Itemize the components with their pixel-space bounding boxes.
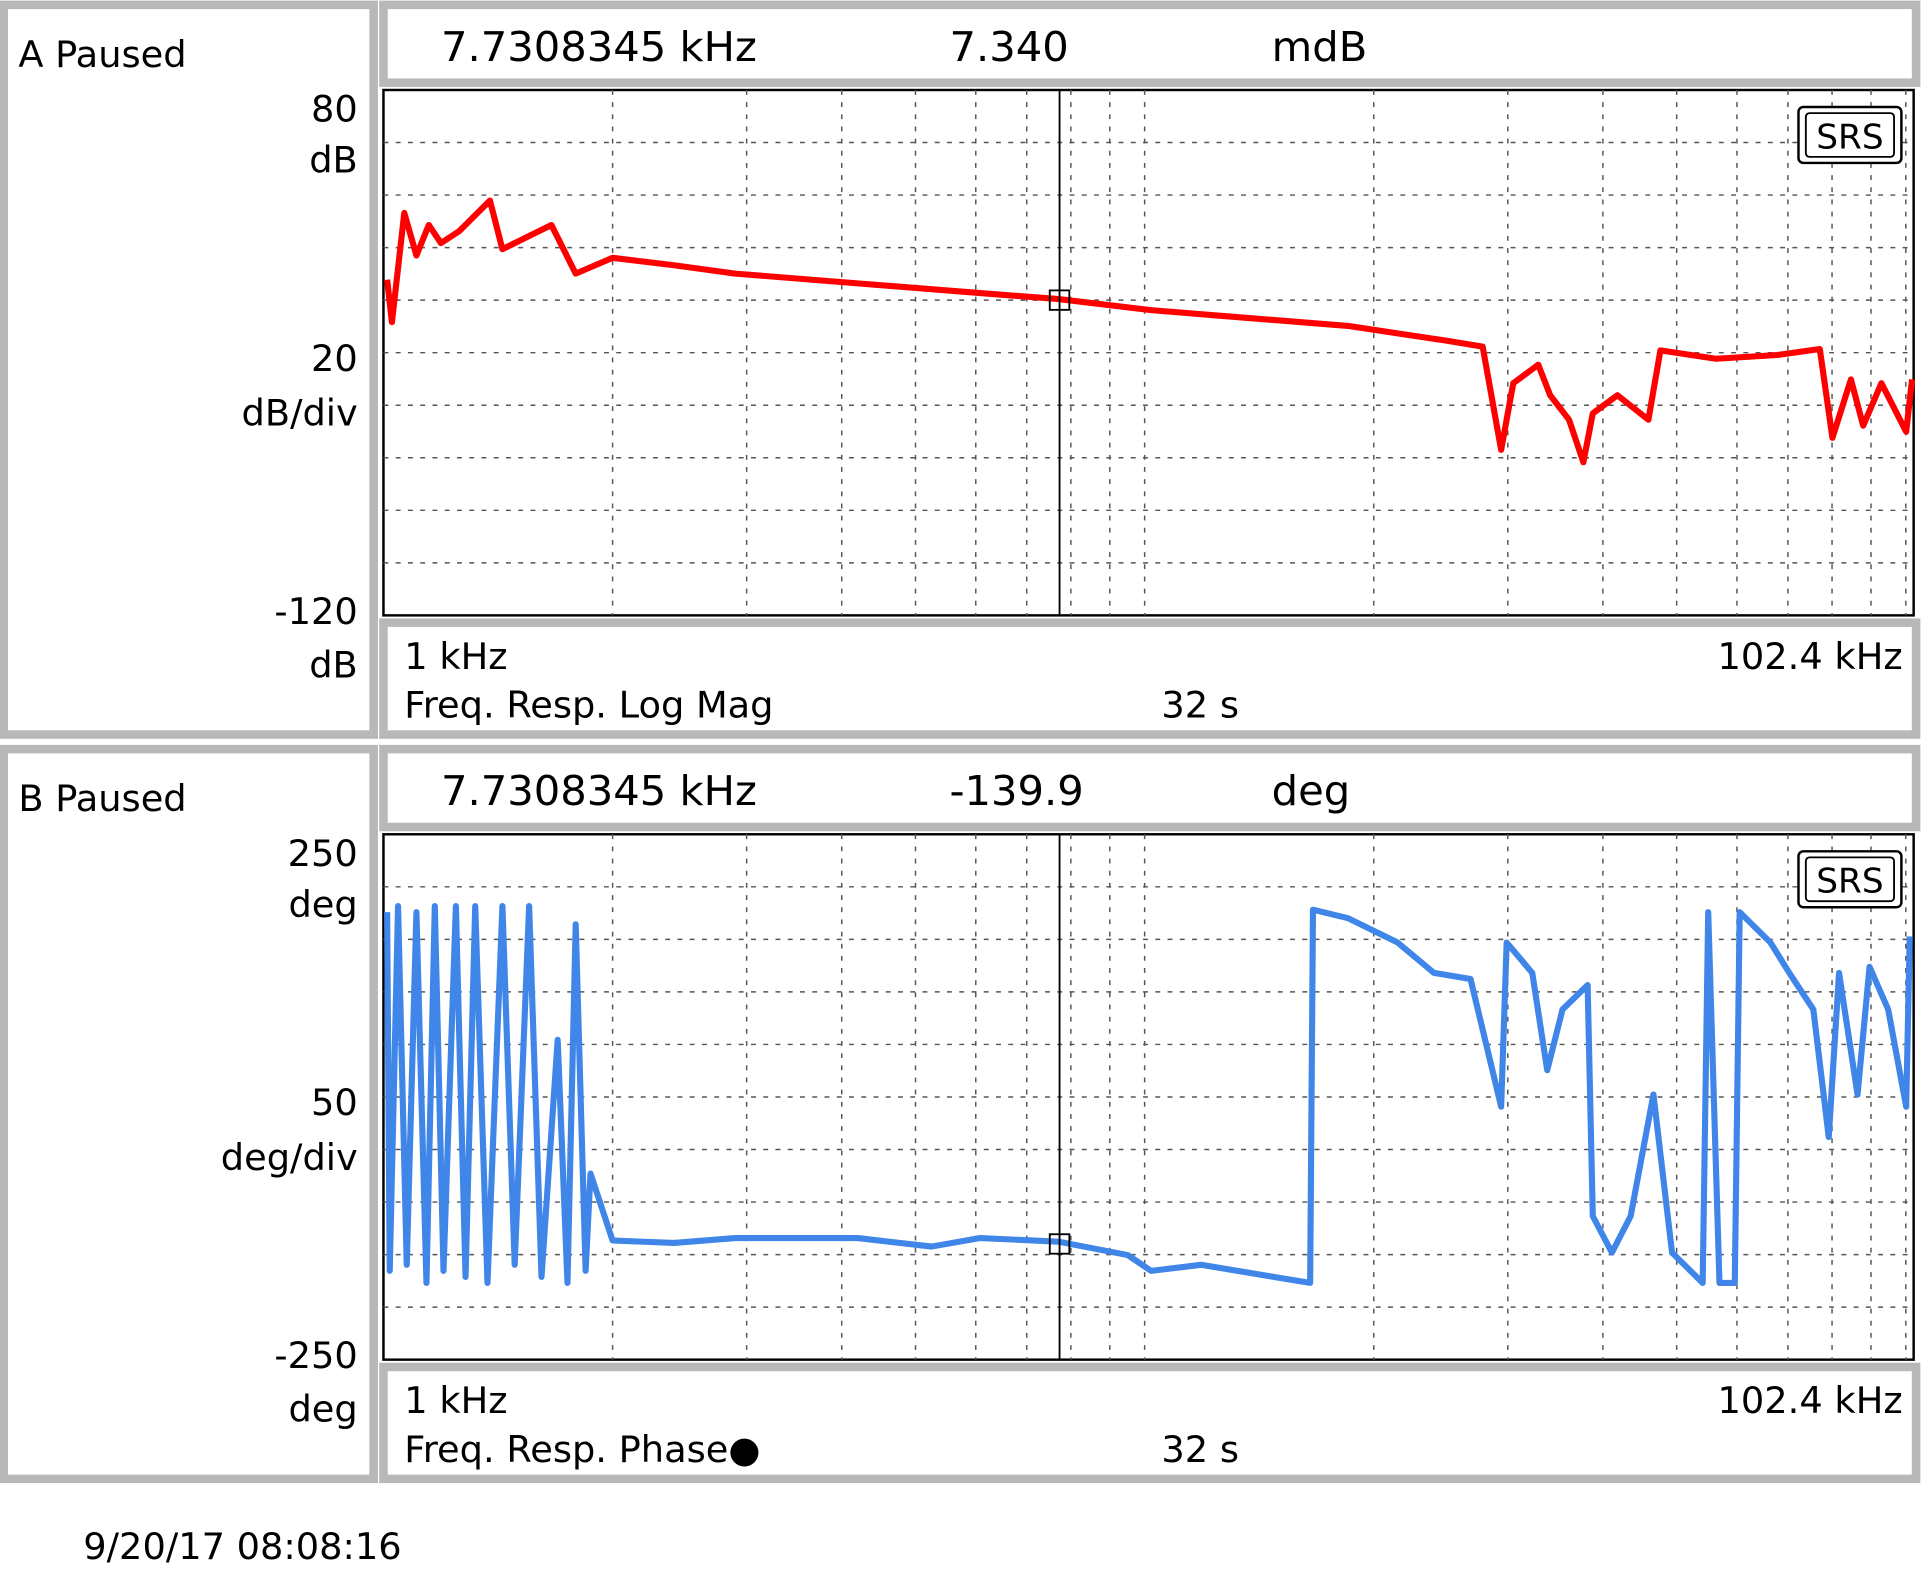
logo-box-inner — [1804, 856, 1895, 903]
marker-frequency: 7.7308345 kHz — [441, 22, 757, 71]
x-end-label: 102.4 kHz — [1718, 1379, 1903, 1422]
marker-box — [1048, 289, 1071, 311]
y-scale-value: 20 — [311, 337, 358, 380]
y-scale-unit: deg/div — [221, 1136, 358, 1179]
channel-label: A Paused — [18, 33, 186, 76]
y-scale-value: 50 — [311, 1081, 358, 1124]
trace — [384, 197, 1916, 466]
time-span: 32 s — [1161, 684, 1239, 727]
label-frame — [0, 0, 378, 739]
info-frame — [379, 618, 1921, 739]
time-span: 32 s — [1161, 1428, 1239, 1471]
logo-box-inner — [1804, 112, 1895, 158]
y-bottom-unit: dB — [309, 644, 358, 687]
info-frame — [379, 1362, 1921, 1484]
y-bottom-value: -250 — [274, 1334, 357, 1377]
x-start-label: 1 kHz — [404, 635, 507, 678]
label-frame — [0, 744, 378, 1484]
y-top-unit: deg — [288, 883, 357, 926]
x-end-label: 102.4 kHz — [1718, 635, 1903, 678]
logo-box — [1797, 850, 1903, 909]
y-bottom-unit: deg — [288, 1388, 357, 1431]
logo: SRS — [1816, 862, 1883, 902]
y-top-unit: dB — [309, 139, 358, 182]
trace-name: Freq. Resp. Phase● — [404, 1428, 760, 1471]
marker-value: 7.340 — [949, 22, 1068, 71]
header-frame — [379, 0, 1921, 87]
marker-box — [1048, 1233, 1071, 1255]
marker-frequency: 7.7308345 kHz — [441, 766, 757, 815]
channel-label: B Paused — [18, 777, 186, 820]
marker-unit: mdB — [1272, 22, 1368, 71]
marker-unit: deg — [1272, 766, 1351, 815]
y-bottom-value: -120 — [274, 590, 357, 633]
panel: A Paused 7.7308345 kHz 7.340 mdB 80 dB 20 dB/di… — [0, 0, 1921, 739]
timestamp: 9/20/17 08:08:16 — [83, 1525, 401, 1568]
y-top-value: 250 — [288, 832, 358, 875]
header-frame — [379, 744, 1921, 832]
logo: SRS — [1816, 117, 1883, 157]
trace-name: Freq. Resp. Log Mag — [404, 684, 773, 727]
y-top-value: 80 — [311, 88, 358, 131]
logo-box — [1797, 105, 1903, 165]
panel: B Paused 7.7308345 kHz -139.9 deg 250 deg 50 de… — [0, 744, 1921, 1484]
y-scale-unit: dB/div — [242, 392, 358, 435]
marker-value: -139.9 — [949, 766, 1083, 815]
trace — [384, 902, 1913, 1286]
x-start-label: 1 kHz — [404, 1379, 507, 1422]
